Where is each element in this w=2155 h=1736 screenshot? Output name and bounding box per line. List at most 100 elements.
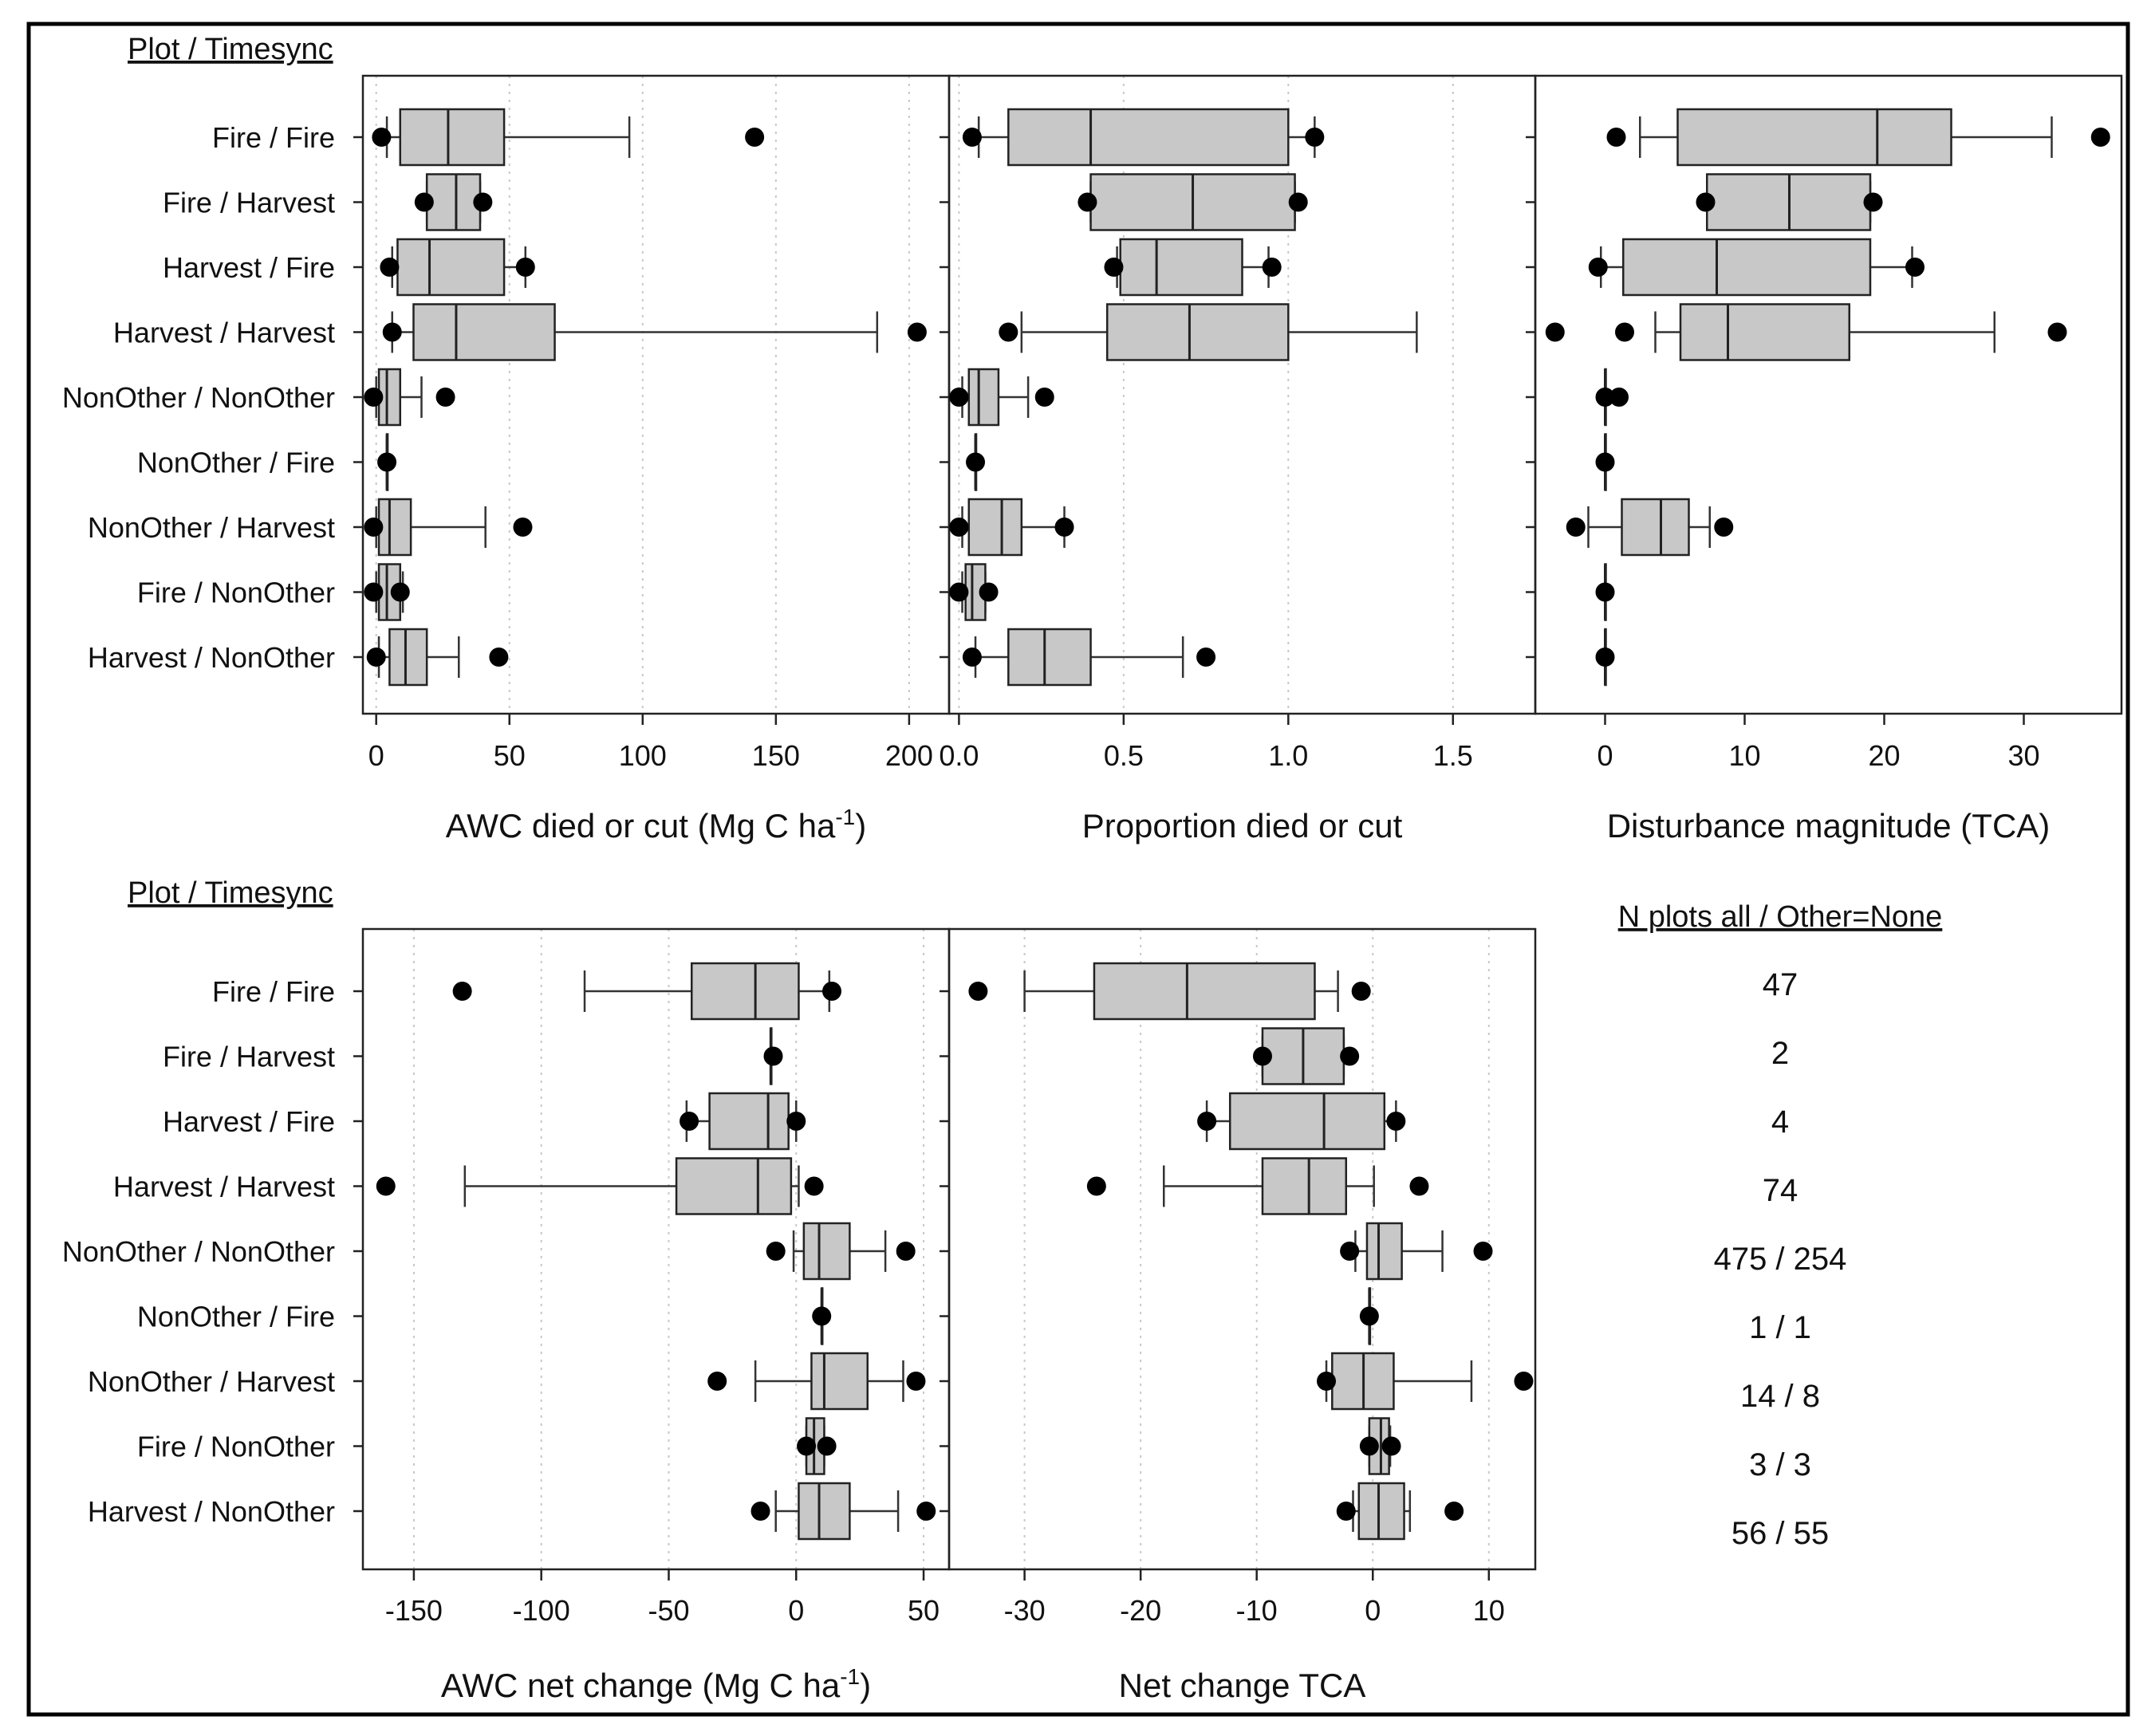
header-bottom: Plot / Timesync (128, 876, 333, 910)
x-tick-label: 150 (752, 739, 800, 772)
box-row (353, 1157, 824, 1215)
x-tick-label: 50 (494, 739, 526, 772)
outlier-point (707, 1372, 727, 1391)
row-label: Fire / Harvest (163, 1041, 335, 1073)
x-tick-label: 10 (1473, 1594, 1505, 1627)
outlier-point (414, 192, 434, 212)
box-row (940, 1027, 1360, 1085)
outlier-point (377, 452, 397, 472)
box-row (353, 1482, 936, 1541)
outlier-point (949, 518, 969, 537)
boxplot-panel: -30 -20 -10 0 10 Net change TCA (940, 927, 1537, 1704)
outlier-point (364, 388, 384, 407)
outlier-point (1545, 322, 1565, 342)
box-row (353, 498, 533, 557)
box-row (353, 238, 535, 297)
box-row (940, 303, 1565, 361)
row-label: Fire / Fire (212, 121, 335, 154)
box-row (940, 498, 1074, 557)
outlier-point (906, 1372, 926, 1391)
box-row (940, 563, 999, 621)
box-row (353, 1417, 837, 1475)
outlier-point (1104, 258, 1124, 277)
box-row (1526, 563, 1615, 621)
outlier-point (812, 1306, 832, 1326)
box-row (940, 1287, 1379, 1345)
outlier-point (435, 388, 455, 407)
header-top: Plot / Timesync (128, 33, 333, 66)
nplots-value: 14 / 8 (1740, 1379, 1820, 1414)
row-label: Harvest / Harvest (113, 1171, 335, 1203)
outlier-point (1336, 1502, 1356, 1521)
box-row (940, 1222, 1493, 1281)
box (1261, 1157, 1348, 1215)
x-tick-label: -20 (1120, 1594, 1161, 1627)
outlier-point (1514, 1372, 1534, 1391)
x-tick-label: 20 (1868, 739, 1900, 772)
nplots-value: 2 (1771, 1036, 1789, 1071)
outlier-point (745, 128, 765, 147)
outlier-point (962, 648, 982, 667)
box-row (353, 1027, 783, 1085)
box (425, 173, 482, 231)
box (810, 1352, 869, 1411)
box-row (353, 1092, 806, 1151)
outlier-point (1595, 582, 1615, 602)
axis-title-text: AWC died or cut (Mg C ha (446, 807, 836, 844)
outlier-point (1262, 258, 1282, 277)
outlier-point (896, 1242, 916, 1261)
row-label: Harvest / Fire (163, 251, 335, 284)
row-label: NonOther / Fire (137, 1301, 335, 1333)
x-tick-label: 0.5 (1104, 739, 1144, 772)
x-tick-label: 1.0 (1268, 739, 1308, 772)
figure-border (26, 22, 2130, 1717)
outlier-point (916, 1502, 936, 1521)
box-row (940, 1482, 1464, 1541)
box-row (1526, 238, 1925, 297)
box (798, 1482, 851, 1541)
outlier-point (1863, 192, 1883, 212)
outlier-point (1197, 1112, 1217, 1131)
outlier-point (2047, 322, 2067, 342)
axis-title-text: ) (860, 1667, 871, 1704)
outlier-point (1588, 258, 1608, 277)
box-row (940, 108, 1325, 167)
outlier-point (1615, 322, 1634, 342)
box (1105, 303, 1290, 361)
row-label: NonOther / NonOther (62, 381, 335, 414)
outlier-point (1288, 192, 1308, 212)
outlier-point (786, 1112, 806, 1131)
box (690, 962, 800, 1021)
outlier-point (1252, 1046, 1272, 1066)
x-tick-label: -100 (513, 1594, 570, 1627)
outlier-point (382, 322, 402, 342)
outlier-point (1606, 128, 1626, 147)
outlier-point (1609, 388, 1629, 407)
outlier-point (1317, 1372, 1337, 1391)
box-row (940, 1352, 1534, 1411)
x-tick-label: 0.0 (939, 739, 979, 772)
nplots-value: 74 (1763, 1173, 1798, 1208)
box-row (353, 368, 455, 427)
box-row (940, 368, 1054, 427)
box (967, 498, 1023, 557)
box (1679, 303, 1850, 361)
box-row (1526, 498, 1734, 557)
x-tick-label: 0 (788, 1594, 804, 1627)
box-row (940, 433, 986, 491)
outlier-point (1034, 388, 1054, 407)
box (1676, 108, 1952, 167)
row-label: NonOther / NonOther (62, 1235, 335, 1268)
x-tick-label: 100 (619, 739, 667, 772)
x-tick-label: 0 (1365, 1594, 1381, 1627)
box-row (353, 303, 927, 361)
box-row (1526, 108, 2110, 167)
box-row (940, 1092, 1406, 1151)
outlier-point (1359, 1436, 1379, 1456)
nplots-value: 3 / 3 (1749, 1447, 1811, 1482)
box (388, 628, 428, 687)
outlier-point (680, 1112, 699, 1131)
box-row (940, 962, 1371, 1021)
outlier-point (1078, 192, 1097, 212)
